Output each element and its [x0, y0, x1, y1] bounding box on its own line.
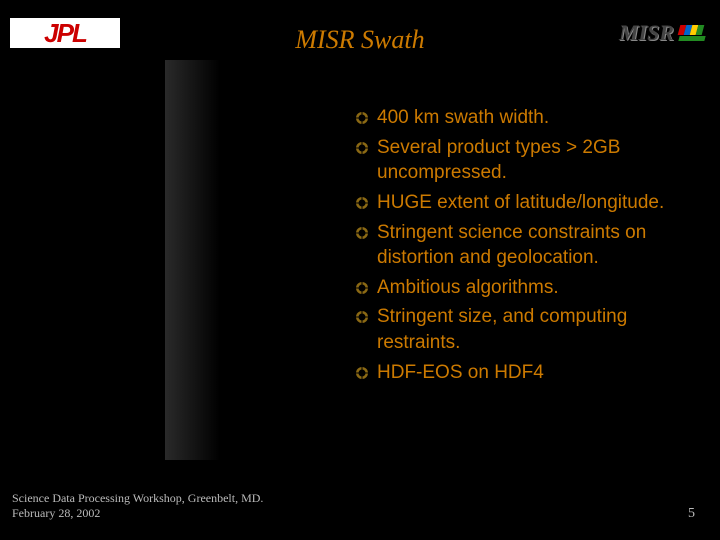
bullet-icon [355, 281, 369, 295]
bullet-text: 400 km swath width. [377, 105, 549, 131]
bullet-text: HUGE extent of latitude/longitude. [377, 190, 664, 216]
bullet-text: Several product types > 2GB uncompressed… [377, 135, 695, 186]
bullet-text: Stringent size, and computing restraints… [377, 304, 695, 355]
list-item: HDF-EOS on HDF4 [355, 360, 695, 386]
footer-date: February 28, 2002 [12, 506, 263, 522]
slide-title: MISR Swath [0, 25, 720, 55]
bullet-icon [355, 310, 369, 324]
bullet-list: 400 km swath width. Several product type… [355, 105, 695, 389]
list-item: Ambitious algorithms. [355, 275, 695, 301]
list-item: Several product types > 2GB uncompressed… [355, 135, 695, 186]
bullet-icon [355, 196, 369, 210]
list-item: HUGE extent of latitude/longitude. [355, 190, 695, 216]
page-number: 5 [688, 506, 695, 522]
footer-left: Science Data Processing Workshop, Greenb… [12, 491, 263, 522]
bullet-icon [355, 366, 369, 380]
sidebar-gradient [165, 60, 220, 460]
footer-workshop: Science Data Processing Workshop, Greenb… [12, 491, 263, 507]
list-item: Stringent science constraints on distort… [355, 220, 695, 271]
bullet-text: Stringent science constraints on distort… [377, 220, 695, 271]
bullet-text: HDF-EOS on HDF4 [377, 360, 544, 386]
bullet-icon [355, 226, 369, 240]
list-item: 400 km swath width. [355, 105, 695, 131]
bullet-icon [355, 111, 369, 125]
bullet-icon [355, 141, 369, 155]
list-item: Stringent size, and computing restraints… [355, 304, 695, 355]
bullet-text: Ambitious algorithms. [377, 275, 559, 301]
